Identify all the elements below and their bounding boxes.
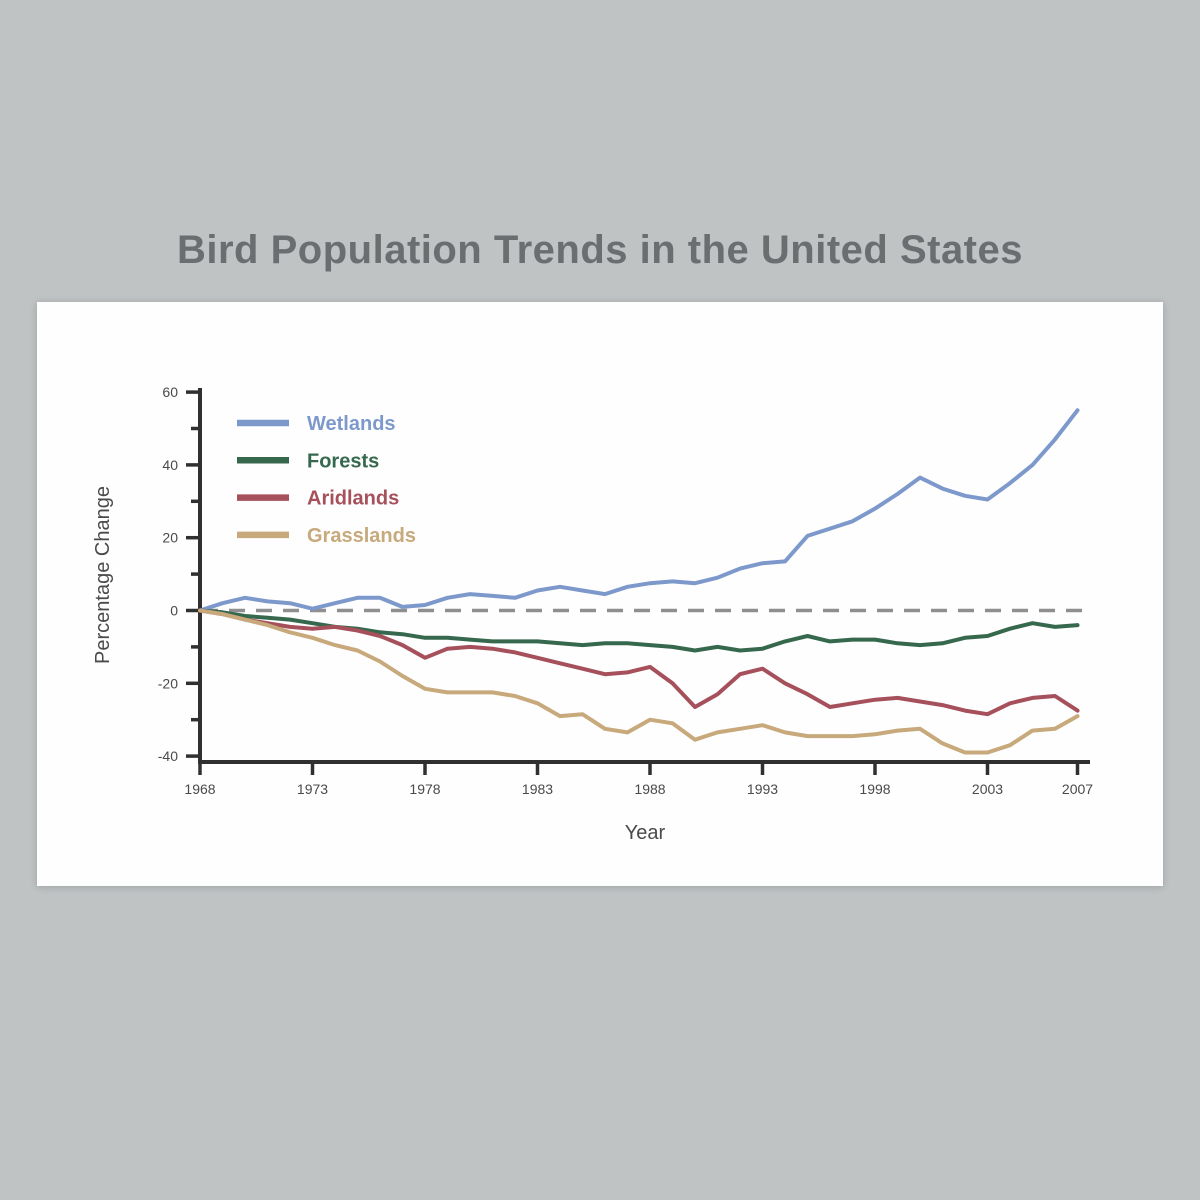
- x-tick-label: 2003: [972, 781, 1003, 797]
- y-tick-label: -40: [158, 748, 178, 764]
- legend-label-forests: Forests: [307, 450, 379, 472]
- series-line-grasslands: [198, 608, 1080, 755]
- x-tick-label: 1983: [522, 781, 553, 797]
- x-tick-label: 1973: [297, 781, 328, 797]
- chart-svg: 60 40 20 0 -20 -40 1968 1973 1978 1983 1988 1993 199…: [92, 384, 1093, 844]
- y-tick-label: 20: [162, 530, 178, 546]
- x-tick-label: 1993: [747, 781, 778, 797]
- x-tick-label: 1998: [859, 781, 890, 797]
- legend-label-grasslands: Grasslands: [307, 525, 416, 547]
- series-line-aridlands: [198, 608, 1080, 717]
- x-tick-label: 1968: [184, 781, 215, 797]
- x-axis-label: Year: [625, 822, 666, 844]
- page-title: Bird Population Trends in the United Sta…: [176, 228, 1023, 272]
- series-line-wetlands: [198, 408, 1080, 613]
- x-tick-label: 1988: [634, 781, 665, 797]
- x-tick-label: 2007: [1062, 781, 1093, 797]
- chart-panel: 60 40 20 0 -20 -40 1968 1973 1978 1983 1988 1993 199…: [37, 302, 1163, 886]
- y-tick-label: 60: [162, 384, 178, 400]
- y-axis-label: Percentage Change: [92, 486, 114, 664]
- x-tick-label: 1978: [409, 781, 440, 797]
- legend-label-aridlands: Aridlands: [307, 488, 399, 510]
- legend-label-wetlands: Wetlands: [307, 413, 396, 435]
- y-tick-label: 40: [162, 457, 178, 473]
- y-tick-label: -20: [158, 675, 178, 691]
- y-tick-label: 0: [170, 603, 178, 619]
